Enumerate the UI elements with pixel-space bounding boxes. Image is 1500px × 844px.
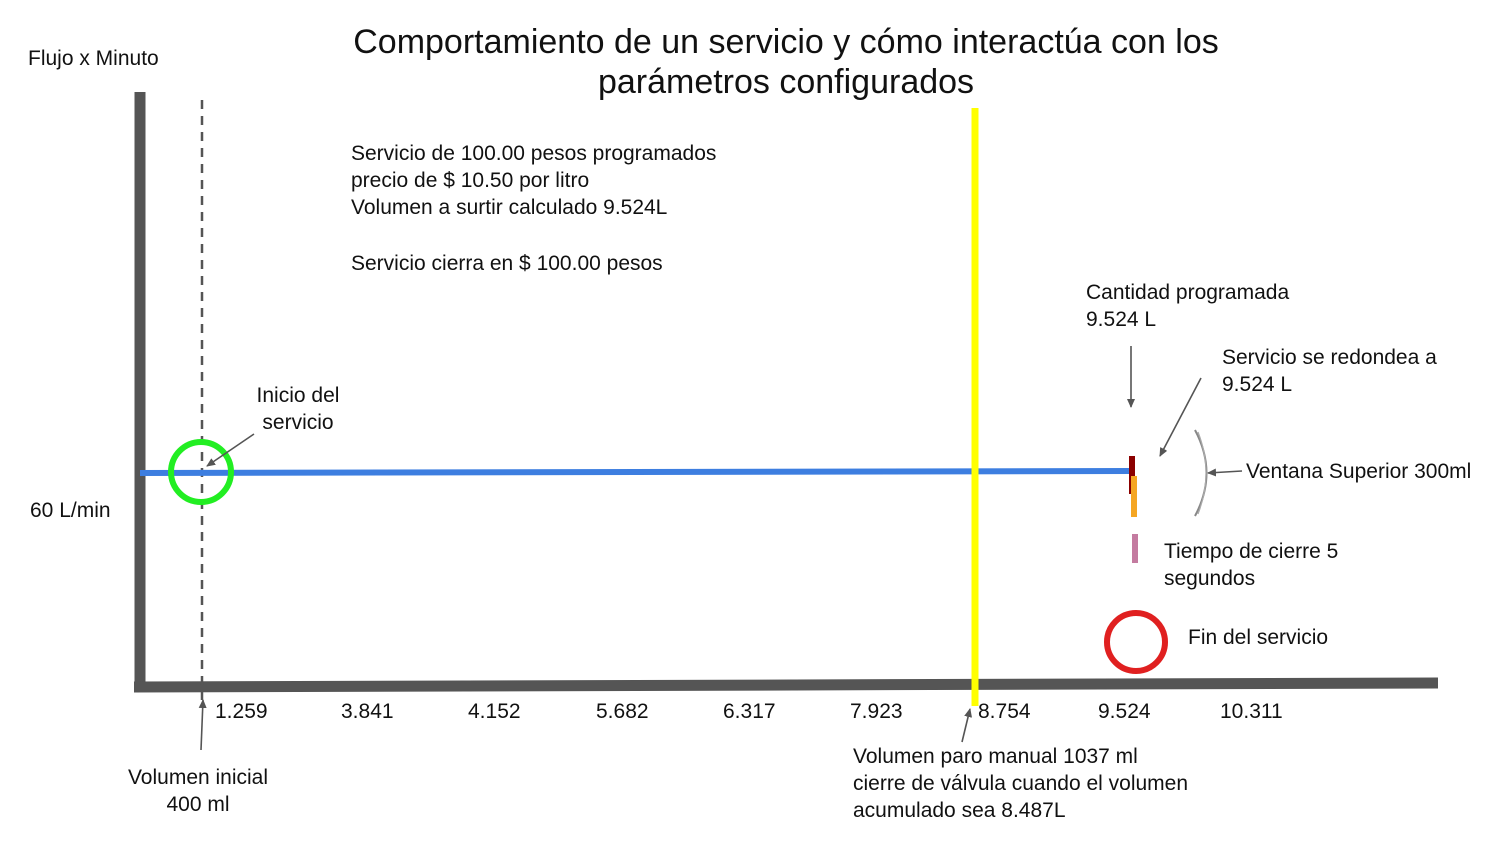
page-title: Comportamiento de un servicio y cómo int…: [286, 22, 1286, 102]
inicio-arrow: [206, 433, 255, 467]
x-tick-label: 7.923: [850, 700, 903, 723]
x-tick-label: 3.841: [341, 700, 394, 723]
redondea-arrow: [1159, 377, 1202, 457]
info-line-3: Volumen a surtir calculado 9.524L: [351, 196, 668, 219]
cantidad-programada-label: Cantidad programada 9.524 L: [1086, 279, 1289, 333]
programmed-quantity-marker: [1129, 456, 1135, 494]
upper-window-bracket: [1194, 429, 1208, 517]
paro-arrow: [961, 708, 973, 743]
info-line-2: precio de $ 10.50 por litro: [351, 169, 590, 192]
x-tick-label: 1.259: [215, 700, 268, 723]
redondea-label: Servicio se redondea a 9.524 L: [1222, 344, 1437, 398]
redondea-line-2: 9.524 L: [1222, 373, 1293, 396]
start-circle: [168, 439, 234, 505]
x-tick-label: 8.754: [978, 700, 1031, 723]
info-line-4: Servicio cierra en $ 100.00 pesos: [351, 252, 663, 275]
inicio-label-line-1: Inicio del: [256, 384, 340, 407]
cantidad-line-2: 9.524 L: [1086, 308, 1157, 331]
inicio-label: Inicio del servicio: [238, 382, 358, 436]
ventana-arrow: [1207, 468, 1243, 477]
x-tick-label: 4.152: [468, 700, 521, 723]
tiempo-line-2: segundos: [1164, 567, 1256, 590]
paro-line-1: Volumen paro manual 1037 ml: [853, 745, 1138, 768]
redondea-line-1: Servicio se redondea a: [1222, 346, 1437, 369]
rounding-marker: [1131, 476, 1137, 517]
paro-line-3: acumulado sea 8.487L: [853, 799, 1066, 822]
closing-time-marker: [1132, 534, 1138, 563]
volumen-inicial-line-1: Volumen inicial: [127, 766, 269, 789]
inicio-label-line-2: servicio: [262, 411, 334, 434]
volumen-inicial-arrow: [198, 699, 207, 751]
x-tick-label: 10.311: [1220, 700, 1283, 723]
tiempo-line-1: Tiempo de cierre 5: [1164, 540, 1339, 563]
fin-label: Fin del servicio: [1188, 626, 1329, 649]
ventana-label: Ventana Superior 300ml: [1246, 460, 1472, 483]
x-tick-label: 5.682: [596, 700, 649, 723]
cantidad-line-1: Cantidad programada: [1086, 281, 1290, 304]
y-axis-label: Flujo x Minuto: [28, 47, 159, 70]
x-tick-label: 9.524: [1098, 700, 1151, 723]
paro-line-2: cierre de válvula cuando el volumen: [853, 772, 1189, 795]
volumen-inicial-label: Volumen inicial 400 ml: [108, 764, 288, 818]
info-line-1: Servicio de 100.00 pesos programados: [351, 142, 717, 165]
title-line-1: Comportamiento de un servicio y cómo int…: [353, 23, 1219, 61]
flow-line: [139, 468, 1132, 476]
paro-manual-label: Volumen paro manual 1037 ml cierre de vá…: [853, 743, 1188, 824]
tiempo-cierre-label: Tiempo de cierre 5 segundos: [1164, 538, 1338, 592]
x-axis-line: [133, 677, 1439, 693]
x-tick-label: 6.317: [723, 700, 776, 723]
upper-window-bracket-inner: [1197, 431, 1207, 515]
volumen-inicial-line-2: 400 ml: [166, 793, 230, 816]
end-circle: [1104, 610, 1168, 674]
title-line-2: parámetros configurados: [597, 63, 975, 101]
flow-rate-label: 60 L/min: [30, 499, 111, 522]
